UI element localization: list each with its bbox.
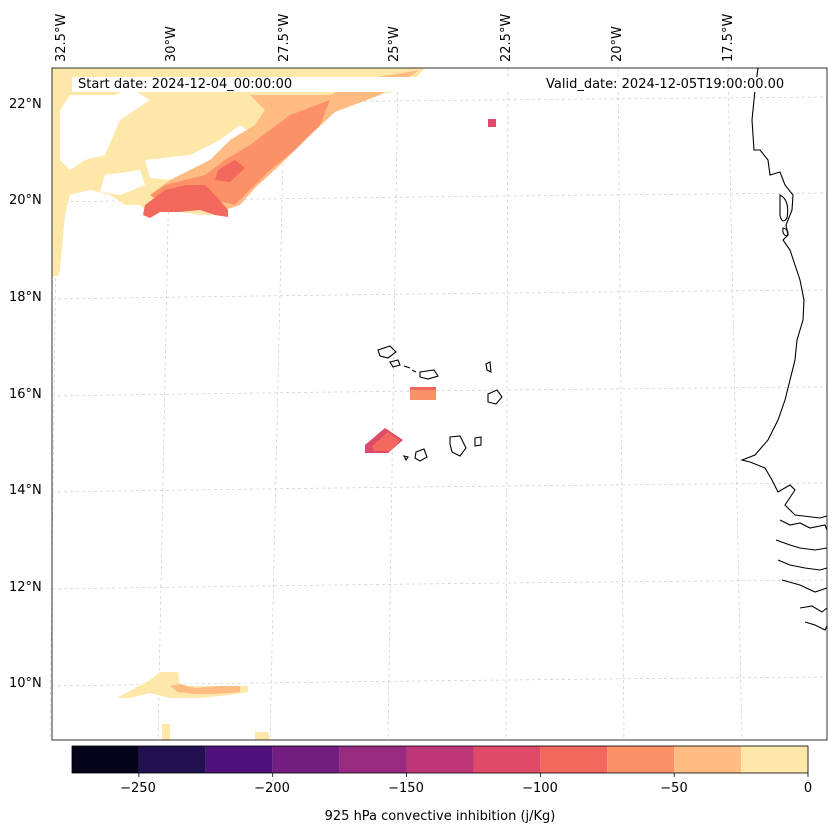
lon-label: 22.5°W [499,13,514,62]
colorbar-swatch [406,746,474,773]
lon-label: 17.5°W [721,13,736,62]
cin-region-50 [150,100,330,205]
lat-label: 18°N [9,290,42,305]
colorbar-tick-label: −250 [120,781,156,796]
colorbar-tick-label: −50 [660,781,688,796]
lat-label: 16°N [9,387,42,402]
colorbar-tick-label: −100 [522,781,558,796]
lat-label: 22°N [9,97,42,112]
lon-label: 32.5°W [54,13,69,62]
coastlines [377,67,828,631]
island-santo-antao [377,345,397,359]
colorbar-swatch [339,746,407,773]
lat-label: 12°N [9,580,42,595]
colorbar-swatch [674,746,742,773]
start-date-label: Start date: 2024-12-04_00:00:00 [72,77,539,92]
colorbar-swatch [473,746,541,773]
lon-label: 20°W [610,26,625,62]
colorbar [71,745,809,777]
cin-region-small [488,119,496,127]
colorbar-swatch [540,746,608,773]
colorbar-swatch [741,746,808,773]
lat-label: 14°N [9,483,42,498]
colorbar-swatch [272,746,340,773]
valid-date-label: Valid_date: 2024-12-05T19:00:00.00 [540,77,791,92]
colorbar-swatch [607,746,675,773]
colorbar-frame [71,745,809,774]
cin-region-75 [143,185,228,218]
colorbar-swatch [138,746,206,773]
africa-coastline [740,67,828,519]
colorbar-tick-label: 0 [803,781,813,796]
lon-label: 30°W [164,26,179,62]
lat-label: 20°N [9,193,42,208]
lon-label: 25°W [387,26,402,62]
lon-label: 27.5°W [277,13,292,62]
colorbar-swatch [205,746,273,773]
colorbar-tick-label: −200 [254,781,290,796]
cin-shading [52,68,496,740]
cin-region-cv1 [410,387,436,400]
colorbar-label: 925 hPa convective inhibition (j/Kg) [324,809,556,824]
map-frame [51,67,828,741]
lat-label: 10°N [9,676,42,691]
colorbar-tick-label: −150 [388,781,424,796]
colorbar-swatch [72,746,139,773]
